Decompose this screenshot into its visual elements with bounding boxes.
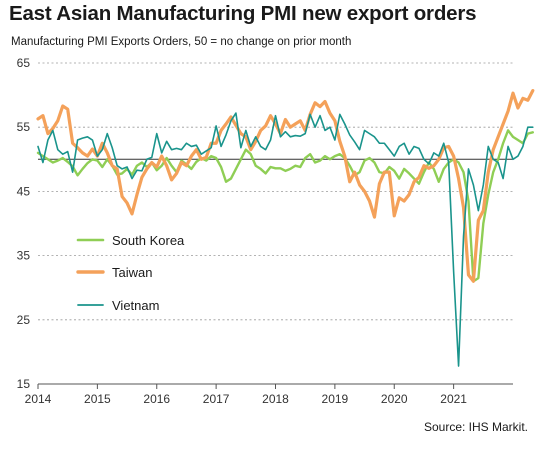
xtick-2014: 2014 bbox=[25, 392, 52, 406]
legend-label-taiwan: Taiwan bbox=[112, 265, 152, 280]
xtick-2019: 2019 bbox=[322, 392, 349, 406]
source-note: Source: IHS Markit. bbox=[423, 420, 528, 434]
ytick-65: 65 bbox=[17, 56, 31, 70]
series-line-vietnam bbox=[37, 112, 534, 367]
legend-label-south-korea: South Korea bbox=[112, 233, 185, 248]
xtick-2018: 2018 bbox=[262, 392, 289, 406]
ytick-25: 25 bbox=[17, 313, 31, 327]
ytick-45: 45 bbox=[17, 184, 31, 198]
ytick-35: 35 bbox=[17, 249, 31, 263]
xtick-2020: 2020 bbox=[381, 392, 408, 406]
ytick-55: 55 bbox=[17, 120, 31, 134]
xtick-2021: 2021 bbox=[440, 392, 467, 406]
chart-title: East Asian Manufacturing PMI new export … bbox=[9, 2, 477, 25]
xtick-2015: 2015 bbox=[84, 392, 111, 406]
xtick-2017: 2017 bbox=[203, 392, 230, 406]
series-line-taiwan bbox=[36, 89, 535, 283]
xtick-2016: 2016 bbox=[143, 392, 170, 406]
series-line-south-korea bbox=[36, 129, 534, 283]
legend-label-vietnam: Vietnam bbox=[112, 298, 159, 313]
chart-subtitle: Manufacturing PMI Exports Orders, 50 = n… bbox=[11, 36, 352, 48]
ytick-15: 15 bbox=[17, 377, 31, 391]
